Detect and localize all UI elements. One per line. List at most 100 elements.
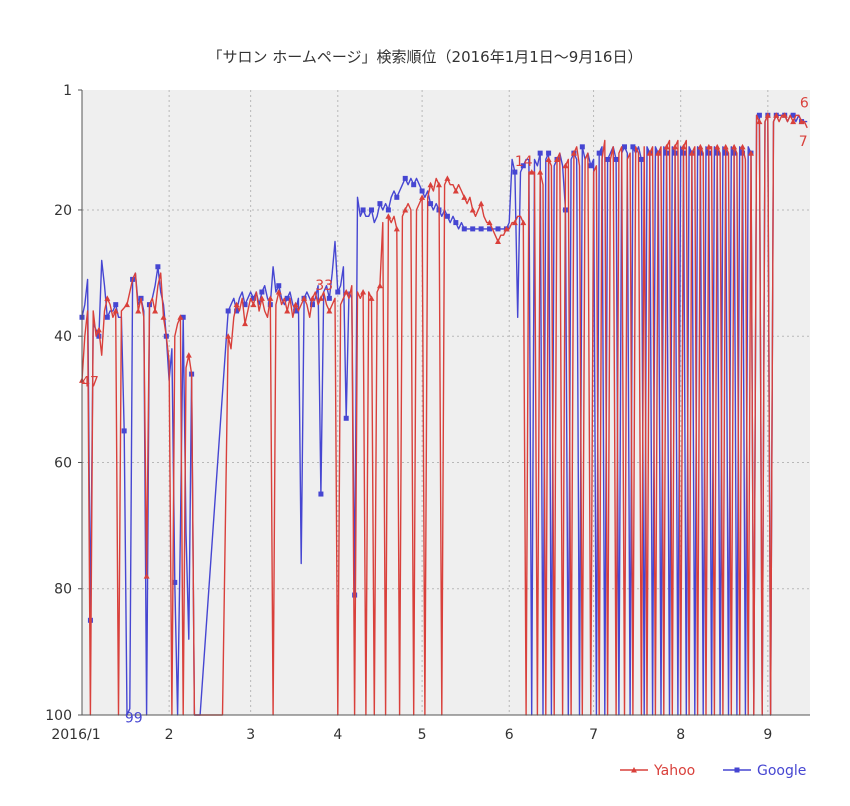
data-point bbox=[250, 301, 257, 308]
data-point bbox=[790, 112, 796, 118]
x-tick-label: 9 bbox=[763, 727, 772, 743]
y-tick-label: 40 bbox=[54, 329, 72, 345]
data-point bbox=[734, 767, 740, 773]
data-point bbox=[478, 200, 485, 207]
data-point bbox=[646, 150, 653, 156]
series-line-yahoo bbox=[81, 114, 808, 716]
data-point bbox=[680, 143, 687, 150]
x-tick-label: 2016/1 bbox=[51, 727, 100, 743]
annotation-label: 99 bbox=[125, 711, 143, 727]
data-point bbox=[705, 143, 712, 150]
data-point bbox=[301, 295, 308, 301]
data-point bbox=[697, 143, 704, 150]
legend: Yahoo Google bbox=[620, 763, 806, 779]
data-point bbox=[731, 143, 738, 150]
data-point bbox=[309, 302, 315, 308]
data-point bbox=[790, 118, 797, 125]
data-point bbox=[756, 118, 763, 125]
data-point bbox=[461, 226, 467, 232]
data-point bbox=[177, 314, 184, 320]
data-point bbox=[259, 289, 265, 295]
x-tick-label: 2 bbox=[165, 727, 174, 743]
data-point bbox=[225, 333, 232, 339]
data-point bbox=[152, 307, 159, 314]
data-point bbox=[376, 282, 383, 289]
data-point bbox=[512, 169, 518, 175]
data-point bbox=[621, 144, 627, 150]
data-point bbox=[368, 295, 375, 301]
data-point bbox=[284, 295, 290, 301]
data-point bbox=[160, 314, 167, 320]
data-point bbox=[317, 295, 324, 301]
x-tick-label: 7 bbox=[589, 727, 598, 743]
data-point bbox=[385, 213, 392, 219]
chart-title: 「サロン ホームページ」検索順位（2016年1月1日〜9月16日） bbox=[208, 48, 643, 66]
data-point bbox=[276, 283, 282, 289]
data-point bbox=[104, 314, 110, 320]
annotation-label: 47 bbox=[81, 374, 99, 390]
data-point bbox=[528, 169, 535, 175]
data-point bbox=[739, 143, 746, 150]
data-point bbox=[546, 150, 552, 156]
legend-label: Google bbox=[757, 763, 806, 779]
annotation-label: 14 bbox=[515, 154, 533, 170]
data-point bbox=[326, 307, 333, 314]
data-point bbox=[655, 150, 662, 156]
data-point bbox=[722, 143, 729, 150]
data-point bbox=[469, 206, 476, 213]
annotation-label: 7 bbox=[799, 134, 808, 150]
legend-label: Yahoo bbox=[653, 763, 695, 779]
data-point bbox=[444, 175, 451, 181]
data-point bbox=[714, 143, 721, 150]
data-point bbox=[143, 573, 150, 579]
data-point bbox=[781, 112, 788, 118]
data-point bbox=[343, 415, 349, 421]
data-point bbox=[486, 219, 493, 226]
y-tick-label: 80 bbox=[54, 582, 72, 598]
data-point bbox=[419, 194, 426, 200]
data-point bbox=[487, 226, 493, 232]
data-point bbox=[461, 194, 468, 200]
data-point bbox=[112, 307, 119, 314]
data-point bbox=[335, 289, 341, 295]
data-point bbox=[284, 307, 291, 314]
data-point bbox=[225, 308, 231, 314]
data-point bbox=[275, 289, 282, 295]
data-point bbox=[545, 156, 552, 162]
data-point bbox=[605, 156, 611, 162]
data-point bbox=[579, 144, 585, 150]
data-point bbox=[104, 295, 111, 301]
data-point bbox=[537, 169, 544, 175]
y-tick-label: 100 bbox=[45, 708, 72, 724]
data-point bbox=[258, 295, 265, 301]
data-point bbox=[631, 767, 637, 773]
annotation-label: 33 bbox=[315, 278, 333, 294]
data-point bbox=[452, 188, 459, 194]
y-tick-label: 1 bbox=[63, 83, 72, 99]
data-point bbox=[444, 213, 450, 219]
data-point bbox=[135, 307, 142, 314]
data-point bbox=[495, 238, 501, 245]
data-point bbox=[638, 156, 644, 162]
data-point bbox=[478, 226, 484, 232]
x-tick-label: 5 bbox=[418, 727, 427, 743]
data-point bbox=[419, 188, 425, 194]
data-point bbox=[326, 295, 332, 301]
data-point bbox=[747, 150, 754, 156]
x-tick-label: 8 bbox=[676, 727, 685, 743]
y-tick-label: 20 bbox=[54, 203, 72, 219]
data-point bbox=[428, 201, 434, 207]
y-tick-label: 60 bbox=[54, 455, 72, 471]
data-point bbox=[113, 302, 119, 308]
data-point bbox=[385, 207, 391, 213]
data-point bbox=[613, 156, 619, 162]
data-point bbox=[402, 206, 409, 213]
x-tick-label: 3 bbox=[246, 727, 255, 743]
data-point bbox=[773, 112, 780, 118]
data-point bbox=[185, 352, 192, 358]
data-point bbox=[756, 112, 762, 118]
data-point bbox=[470, 226, 476, 232]
data-point bbox=[503, 225, 510, 232]
data-point bbox=[121, 428, 127, 434]
data-point bbox=[343, 289, 350, 295]
